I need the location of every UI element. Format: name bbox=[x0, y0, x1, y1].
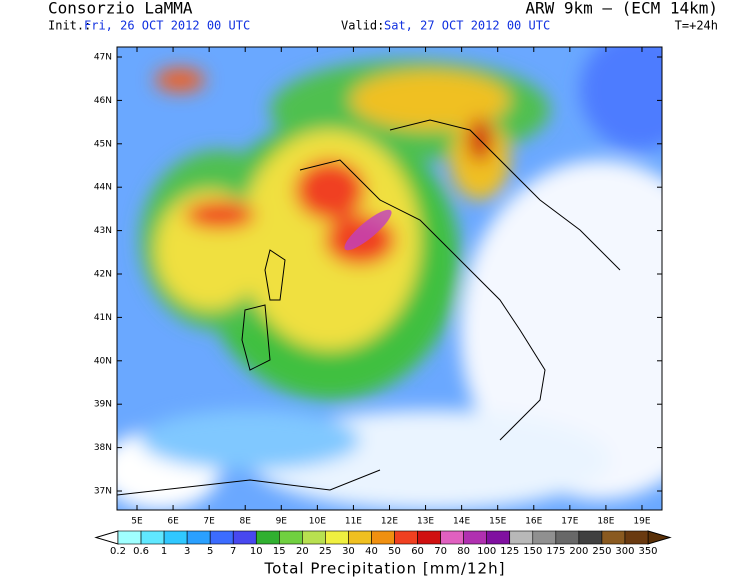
colorbar-label: 25 bbox=[319, 546, 332, 557]
lat-label: 42N bbox=[94, 270, 112, 280]
axes: 47N 46N 45N 44N 43N 42N 41N 40N 39N 38N 37N 5E 6E 7E 8… bbox=[94, 47, 662, 527]
model: ARW 9km – (ECM 14km) bbox=[525, 0, 718, 18]
colorbar-label: 150 bbox=[523, 546, 542, 557]
colorbar-label: 80 bbox=[457, 546, 470, 557]
colorbar-label: 5 bbox=[207, 546, 213, 557]
lat-label: 41N bbox=[94, 313, 112, 323]
lon-label: 15E bbox=[489, 517, 506, 527]
colorbar-swatch bbox=[255, 530, 280, 545]
init-time: Fri, 26 OCT 2012 00 UTC bbox=[84, 19, 250, 33]
colorbar-label: 10 bbox=[250, 546, 263, 557]
forecast-step: T=+24h bbox=[675, 19, 718, 33]
colorbar-label: 175 bbox=[546, 546, 565, 557]
colorbar-swatch bbox=[555, 530, 580, 545]
lon-label: 7E bbox=[203, 517, 215, 527]
lon-label: 18E bbox=[597, 517, 614, 527]
colorbar-swatch bbox=[417, 530, 441, 545]
lon-label: 10E bbox=[309, 517, 326, 527]
colorbar-swatch bbox=[486, 530, 511, 545]
colorbar-swatch bbox=[509, 530, 534, 545]
colorbar-swatch bbox=[394, 530, 418, 545]
colorbar-swatch bbox=[117, 530, 142, 545]
colorbar-swatch bbox=[279, 530, 303, 545]
lon-label: 11E bbox=[345, 517, 362, 527]
valid-time: Sat, 27 OCT 2012 00 UTC bbox=[384, 19, 550, 33]
colorbar: 0.2 0.6 1 3 5 7 10 15 20 25 30 40 50 60 70 80 100 125 150 1… bbox=[94, 530, 672, 557]
lon-label: 13E bbox=[417, 517, 434, 527]
colorbar-label: 125 bbox=[500, 546, 519, 557]
colorbar-label: 3 bbox=[184, 546, 190, 557]
lon-label: 19E bbox=[633, 517, 650, 527]
precipitation-field bbox=[117, 47, 662, 510]
lat-label: 45N bbox=[94, 139, 112, 149]
colorbar-swatch bbox=[163, 530, 188, 545]
title: Consorzio LaMMA bbox=[48, 0, 193, 18]
colorbar-label: 50 bbox=[388, 546, 401, 557]
colorbar-swatch bbox=[209, 530, 234, 545]
lon-label: 6E bbox=[167, 517, 179, 527]
colorbar-swatch bbox=[624, 530, 649, 545]
lat-label: 44N bbox=[94, 183, 112, 193]
lon-label: 16E bbox=[525, 517, 542, 527]
colorbar-low-arrow bbox=[94, 530, 119, 545]
lat-label: 43N bbox=[94, 226, 112, 236]
colorbar-label: 7 bbox=[230, 546, 236, 557]
colorbar-swatch bbox=[371, 530, 395, 545]
colorbar-swatch bbox=[532, 530, 557, 545]
colorbar-swatch bbox=[302, 530, 326, 545]
colorbar-label: 250 bbox=[592, 546, 611, 557]
lon-label: 14E bbox=[453, 517, 470, 527]
lat-label: 40N bbox=[94, 356, 112, 366]
colorbar-label: 100 bbox=[477, 546, 496, 557]
lat-label: 38N bbox=[94, 443, 112, 453]
colorbar-swatch bbox=[601, 530, 626, 545]
colorbar-swatch bbox=[578, 530, 603, 545]
lon-label: 12E bbox=[381, 517, 398, 527]
lon-label: 8E bbox=[239, 517, 251, 527]
colorbar-label: 40 bbox=[365, 546, 378, 557]
colorbar-label: 200 bbox=[569, 546, 588, 557]
colorbar-swatch bbox=[348, 530, 372, 545]
init-label: Init.: bbox=[48, 19, 91, 33]
colorbar-label: 20 bbox=[296, 546, 309, 557]
lat-label: 47N bbox=[94, 53, 112, 63]
colorbar-swatch bbox=[186, 530, 211, 545]
lon-label: 5E bbox=[131, 517, 143, 527]
colorbar-swatch bbox=[325, 530, 349, 545]
valid-label: Valid: bbox=[341, 19, 384, 33]
colorbar-swatch bbox=[140, 530, 165, 545]
lon-label: 17E bbox=[561, 517, 578, 527]
colorbar-label: 15 bbox=[273, 546, 286, 557]
lat-label: 46N bbox=[94, 96, 112, 106]
colorbar-swatch bbox=[440, 530, 464, 545]
colorbar-label: 300 bbox=[615, 546, 634, 557]
colorbar-label: 30 bbox=[342, 546, 355, 557]
colorbar-high-arrow bbox=[647, 530, 672, 545]
colorbar-label: 0.6 bbox=[133, 546, 149, 557]
lon-label: 9E bbox=[276, 517, 288, 527]
colorbar-title: Total Precipitation [mm/12h] bbox=[264, 560, 506, 578]
colorbar-label: 60 bbox=[411, 546, 424, 557]
lat-label: 37N bbox=[94, 487, 112, 497]
colorbar-label: 1 bbox=[161, 546, 167, 557]
colorbar-swatch bbox=[463, 530, 487, 545]
colorbar-label: 350 bbox=[638, 546, 657, 557]
colorbar-label: 0.2 bbox=[110, 546, 126, 557]
colorbar-label: 70 bbox=[434, 546, 447, 557]
lat-label: 39N bbox=[94, 400, 112, 410]
colorbar-swatch bbox=[232, 530, 257, 545]
